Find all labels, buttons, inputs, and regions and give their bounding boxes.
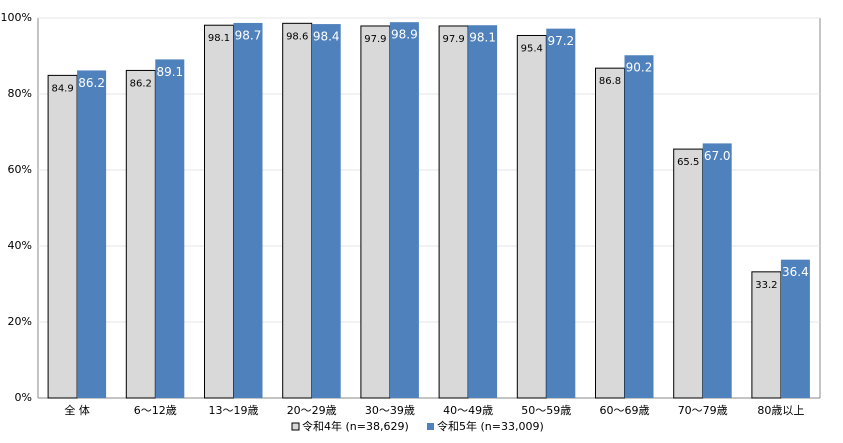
value-label: 90.2	[626, 61, 653, 75]
bar	[673, 148, 704, 399]
value-label: 86.8	[599, 76, 621, 87]
value-label: 98.1	[208, 33, 230, 44]
legend-label: 令和4年 (n=38,629)	[302, 419, 409, 433]
x-tick-label: 70～79歳	[678, 404, 728, 417]
legend-swatch	[291, 422, 300, 431]
x-tick-label: 6～12歳	[134, 404, 177, 417]
bar	[546, 28, 576, 398]
y-tick-label: 40%	[8, 239, 32, 252]
value-label: 36.4	[782, 265, 809, 279]
bar	[751, 271, 782, 399]
bar	[624, 55, 654, 399]
value-label: 98.7	[235, 28, 262, 42]
legend-swatch	[427, 423, 434, 430]
value-label: 65.5	[677, 157, 699, 168]
y-tick-label: 60%	[8, 163, 32, 176]
value-label: 33.2	[755, 280, 777, 291]
bar	[77, 70, 107, 398]
bar	[516, 34, 547, 399]
value-label: 97.9	[442, 34, 464, 45]
bar	[204, 24, 234, 399]
value-label: 86.2	[130, 78, 152, 89]
y-tick-label: 0%	[15, 391, 32, 404]
bar	[282, 22, 313, 399]
value-label: 97.2	[547, 34, 574, 48]
x-tick-label: 60～69歳	[600, 404, 650, 417]
bar	[780, 259, 810, 398]
value-label: 98.4	[313, 30, 340, 44]
x-tick-label: 80歳以上	[757, 404, 804, 417]
value-label: 89.1	[156, 65, 183, 79]
y-tick-label: 80%	[8, 87, 32, 100]
x-tick-label: 50～59歳	[521, 404, 571, 417]
x-tick-label: 13～19歳	[209, 404, 259, 417]
value-label: 84.9	[51, 83, 73, 94]
bar	[595, 67, 625, 399]
y-tick-label: 20%	[8, 315, 32, 328]
value-label: 67.0	[704, 149, 731, 163]
y-tick-label: 100%	[1, 11, 32, 24]
legend-label: 令和5年 (n=33,009)	[437, 419, 544, 433]
bar	[360, 25, 391, 399]
value-label: 86.2	[78, 76, 105, 90]
value-label: 97.9	[364, 34, 386, 45]
x-tick-label: 20～29歳	[287, 404, 337, 417]
x-tick-label: 全 体	[64, 403, 90, 417]
value-label: 98.1	[469, 31, 496, 45]
bar	[233, 22, 263, 398]
bar	[389, 22, 419, 399]
bar	[438, 25, 469, 399]
value-label: 98.6	[286, 31, 308, 42]
bar	[311, 24, 341, 399]
x-tick-label: 30～39歳	[365, 404, 415, 417]
value-label: 95.4	[521, 43, 543, 54]
value-label: 98.9	[391, 28, 418, 42]
x-tick-label: 40～49歳	[443, 404, 493, 417]
bar	[155, 59, 185, 399]
bar	[125, 69, 156, 399]
bar	[702, 143, 732, 398]
bar	[468, 25, 498, 398]
bar	[47, 74, 78, 399]
